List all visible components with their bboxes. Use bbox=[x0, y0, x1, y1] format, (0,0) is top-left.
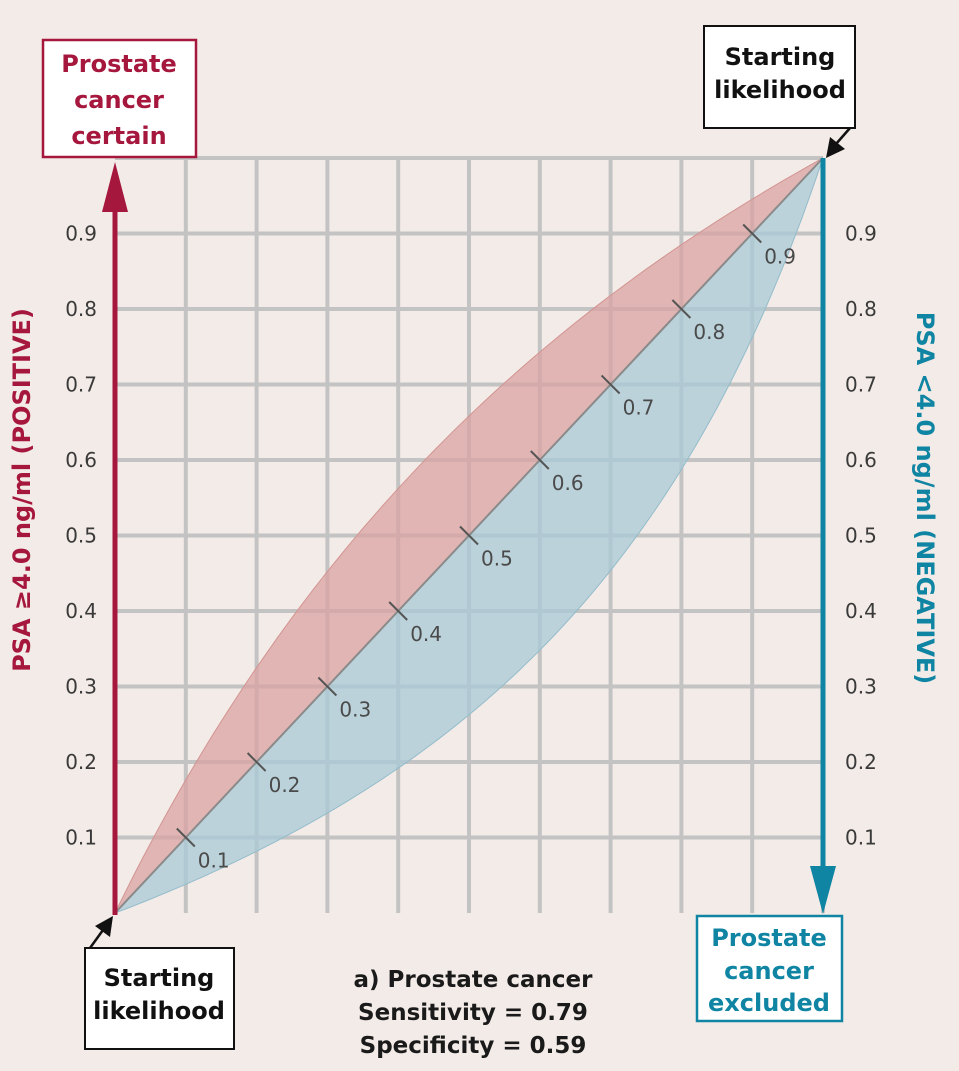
left-tick-label: 0.3 bbox=[65, 675, 97, 699]
diagonal-tick-label: 0.6 bbox=[552, 471, 584, 495]
diagonal-tick-label: 0.4 bbox=[410, 622, 442, 646]
right-tick-label: 0.6 bbox=[845, 448, 877, 472]
pointer-arrow-icon bbox=[826, 137, 845, 158]
svg-text:cancer: cancer bbox=[724, 957, 814, 985]
svg-text:likelihood: likelihood bbox=[93, 997, 225, 1025]
right-tick-label: 0.7 bbox=[845, 373, 877, 397]
svg-text:certain: certain bbox=[71, 122, 166, 150]
left-tick-label: 0.9 bbox=[65, 222, 97, 246]
prostate-cancer-excluded-box: Prostate cancer excluded bbox=[697, 916, 842, 1021]
left-tick-label: 0.1 bbox=[65, 826, 97, 850]
svg-text:Starting: Starting bbox=[104, 964, 215, 992]
diagonal-tick-label: 0.9 bbox=[764, 245, 796, 269]
svg-text:Prostate: Prostate bbox=[711, 924, 827, 952]
right-tick-label: 0.2 bbox=[845, 750, 877, 774]
caption-specificity: Specificity = 0.59 bbox=[360, 1033, 587, 1059]
arrow-up-icon bbox=[102, 162, 128, 212]
starting-likelihood-box-bottom: Starting likelihood bbox=[85, 916, 234, 1049]
right-tick-label: 0.8 bbox=[845, 297, 877, 321]
diagonal-tick-label: 0.5 bbox=[481, 547, 513, 571]
left-tick-label: 0.2 bbox=[65, 750, 97, 774]
diagonal-tick-label: 0.8 bbox=[693, 320, 725, 344]
left-tick-label: 0.6 bbox=[65, 448, 97, 472]
left-tick-label: 0.8 bbox=[65, 297, 97, 321]
svg-text:excluded: excluded bbox=[708, 989, 830, 1017]
left-tick-labels: 0.1 0.2 0.3 0.4 0.5 0.6 0.7 0.8 0.9 bbox=[65, 222, 97, 850]
chart-caption: a) Prostate cancer Sensitivity = 0.79 Sp… bbox=[354, 967, 594, 1059]
diagonal-tick-label: 0.2 bbox=[269, 773, 301, 797]
pointer-arrow-icon bbox=[95, 916, 113, 937]
caption-title: a) Prostate cancer bbox=[354, 967, 594, 993]
right-axis-label: PSA <4.0 ng/ml (NEGATIVE) bbox=[911, 312, 939, 685]
svg-text:Prostate: Prostate bbox=[61, 50, 177, 78]
prostate-cancer-certain-box: Prostate cancer certain bbox=[43, 40, 196, 157]
svg-text:likelihood: likelihood bbox=[714, 76, 846, 104]
diagonal-tick-label: 0.7 bbox=[623, 396, 655, 420]
arrow-down-icon bbox=[810, 866, 836, 914]
left-tick-label: 0.7 bbox=[65, 373, 97, 397]
positive-arrow bbox=[102, 162, 128, 915]
right-tick-label: 0.5 bbox=[845, 524, 877, 548]
left-tick-label: 0.4 bbox=[65, 599, 97, 623]
right-tick-label: 0.3 bbox=[845, 675, 877, 699]
left-axis-label: PSA ≥4.0 ng/ml (POSITIVE) bbox=[8, 308, 36, 672]
caption-sensitivity: Sensitivity = 0.79 bbox=[358, 1000, 588, 1026]
starting-likelihood-box-top: Starting likelihood bbox=[704, 26, 855, 158]
svg-text:cancer: cancer bbox=[74, 86, 164, 114]
right-tick-label: 0.9 bbox=[845, 222, 877, 246]
right-tick-labels: 0.1 0.2 0.3 0.4 0.5 0.6 0.7 0.8 0.9 bbox=[845, 222, 877, 850]
diagonal-tick-label: 0.1 bbox=[198, 849, 230, 873]
left-tick-label: 0.5 bbox=[65, 524, 97, 548]
svg-text:Starting: Starting bbox=[725, 43, 836, 71]
right-tick-label: 0.4 bbox=[845, 599, 877, 623]
diagonal-ticks: 0.1 0.2 0.3 0.4 0.5 0.6 0.7 0.8 0.9 bbox=[177, 225, 796, 873]
diagonal-tick-label: 0.3 bbox=[339, 698, 371, 722]
right-tick-label: 0.1 bbox=[845, 826, 877, 850]
